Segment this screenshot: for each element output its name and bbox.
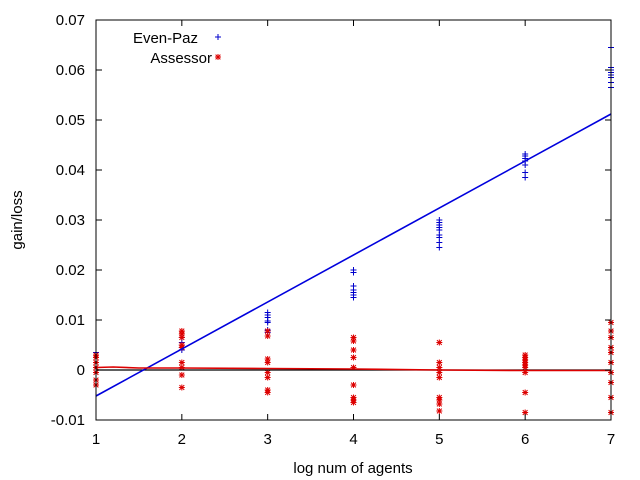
assessor-point xyxy=(178,384,185,391)
x-tick-label: 2 xyxy=(178,431,186,448)
assessor-point xyxy=(436,374,443,381)
assessor-point xyxy=(178,372,185,378)
assessor-point xyxy=(264,333,271,339)
assessor-point xyxy=(264,374,271,381)
x-tick-label: 3 xyxy=(263,431,271,448)
y-tick-label: -0.01 xyxy=(51,412,85,429)
x-tick-label: 6 xyxy=(521,431,529,448)
y-tick-label: 0.02 xyxy=(56,262,85,279)
legend-label-even-paz: Even-Paz xyxy=(133,30,198,47)
even-paz-point xyxy=(522,174,529,181)
assessor-point xyxy=(436,408,443,414)
even-paz-point xyxy=(350,294,357,301)
y-axis-label: gain/loss xyxy=(9,190,26,249)
even-paz-point xyxy=(436,244,443,251)
even-paz-point xyxy=(350,269,357,276)
y-tick-label: 0.03 xyxy=(56,212,85,229)
assessor-point xyxy=(350,338,357,344)
y-tick-label: 0.07 xyxy=(56,12,85,29)
x-tick-label: 1 xyxy=(92,431,100,448)
legend-marker-even-paz xyxy=(215,34,221,40)
assessor-point xyxy=(350,399,357,406)
legend-marker-assessor xyxy=(215,54,221,60)
assessor-point xyxy=(436,401,443,407)
even-paz-point xyxy=(522,162,529,168)
legend: Even-Paz Assessor xyxy=(133,30,221,67)
assessor-point xyxy=(178,334,185,341)
x-tick-label: 4 xyxy=(349,431,357,448)
x-tick-label: 5 xyxy=(435,431,443,448)
y-tick-label: 0 xyxy=(77,362,85,379)
x-axis-label: log num of agents xyxy=(293,460,412,477)
assessor-point xyxy=(264,389,271,396)
y-tick-label: 0.05 xyxy=(56,112,85,129)
even-paz-point xyxy=(264,319,271,326)
assessor-point xyxy=(436,339,443,346)
y-tick-label: 0.06 xyxy=(56,62,85,79)
marks-layer xyxy=(93,44,614,416)
assessor-point xyxy=(264,359,271,366)
assessor-fit-line xyxy=(95,366,611,372)
y-tick-label: 0.01 xyxy=(56,312,85,329)
assessor-point xyxy=(350,354,357,361)
assessor-point xyxy=(522,389,529,396)
assessor-point xyxy=(350,382,357,388)
y-tick-label: 0.04 xyxy=(56,162,85,179)
assessor-point xyxy=(350,347,357,353)
assessor-point xyxy=(522,364,529,371)
legend-label-assessor: Assessor xyxy=(150,50,212,67)
x-tick-label: 7 xyxy=(607,431,615,448)
even-paz-fit-line xyxy=(95,113,612,397)
ticks-layer: 1 2 3 4 5 6 7 -0.01 0 0.01 0.02 0.03 0.04 0.05 0.06 0.0… xyxy=(51,12,615,448)
